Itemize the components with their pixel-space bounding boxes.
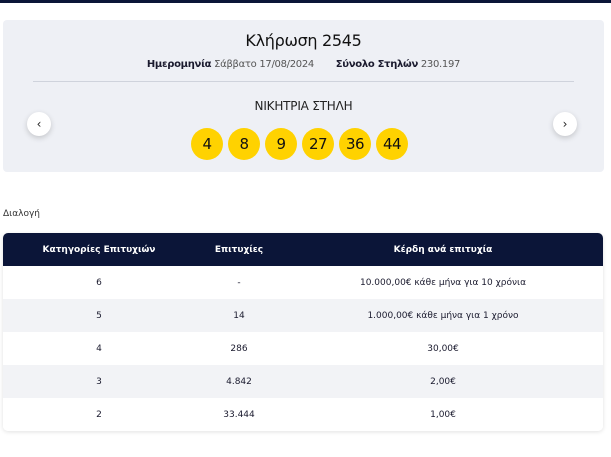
section-label: Διαλογή <box>3 209 40 219</box>
number-ball: 8 <box>228 128 260 160</box>
cell-prize: 1,00€ <box>430 409 456 420</box>
table-row: 5 14 1.000,00€ κάθε μήνα για 1 χρόνο <box>3 299 603 332</box>
table-row: 6 - 10.000,00€ κάθε μήνα για 10 χρόνια <box>3 266 603 299</box>
cell-category: 5 <box>96 310 102 321</box>
cell-prize: 30,00€ <box>427 343 459 354</box>
draw-title: Κλήρωση 2545 <box>245 31 362 50</box>
previous-draw-button[interactable]: ‹ <box>27 112 51 136</box>
table-row: 3 4.842 2,00€ <box>3 365 603 398</box>
cell-winners: 4.842 <box>226 376 252 387</box>
table-header: Κατηγορίες Επιτυχιών Επιτυχίες Κέρδη ανά… <box>3 233 603 266</box>
winning-column-label: ΝΙΚΗΤΡΙΑ ΣΤΗΛΗ <box>254 99 353 113</box>
cell-winners: 14 <box>233 310 245 321</box>
chevron-left-icon: ‹ <box>36 117 42 131</box>
table-row: 4 286 30,00€ <box>3 332 603 365</box>
header-prize: Κέρδη ανά επιτυχία <box>393 244 493 255</box>
cell-category: 4 <box>96 343 102 354</box>
prize-table: Κατηγορίες Επιτυχιών Επιτυχίες Κέρδη ανά… <box>3 233 603 431</box>
cell-prize: 1.000,00€ κάθε μήνα για 1 χρόνο <box>367 310 519 321</box>
draw-meta: Ημερομηνία Σάββατο 17/08/2024 Σύνολο Στη… <box>3 59 604 70</box>
winning-numbers: 4 8 9 27 36 44 <box>191 128 408 160</box>
cell-category: 6 <box>96 277 102 288</box>
table-row: 2 33.444 1,00€ <box>3 398 603 431</box>
number-ball: 4 <box>191 128 223 160</box>
cell-winners: - <box>237 277 241 288</box>
top-nav-strip <box>0 0 611 3</box>
draw-card: Κλήρωση 2545 Ημερομηνία Σάββατο 17/08/20… <box>3 20 604 172</box>
number-ball: 9 <box>265 128 297 160</box>
header-winners: Επιτυχίες <box>214 244 264 255</box>
cell-winners: 33.444 <box>223 409 255 420</box>
chevron-right-icon: › <box>562 117 568 131</box>
cell-winners: 286 <box>230 343 248 354</box>
cell-prize: 10.000,00€ κάθε μήνα για 10 χρόνια <box>359 277 526 288</box>
columns-label: Σύνολο Στηλών <box>335 59 419 70</box>
divider <box>33 81 574 82</box>
number-ball: 36 <box>339 128 371 160</box>
cell-category: 3 <box>96 376 102 387</box>
header-category: Κατηγορίες Επιτυχιών <box>42 244 156 255</box>
date-label: Ημερομηνία <box>146 59 212 70</box>
number-ball: 44 <box>376 128 408 160</box>
cell-category: 2 <box>96 409 102 420</box>
next-draw-button[interactable]: › <box>553 112 577 136</box>
columns-value: 230.197 <box>420 59 461 70</box>
date-value: Σάββατο 17/08/2024 <box>214 59 314 70</box>
cell-prize: 2,00€ <box>430 376 456 387</box>
number-ball: 27 <box>302 128 334 160</box>
